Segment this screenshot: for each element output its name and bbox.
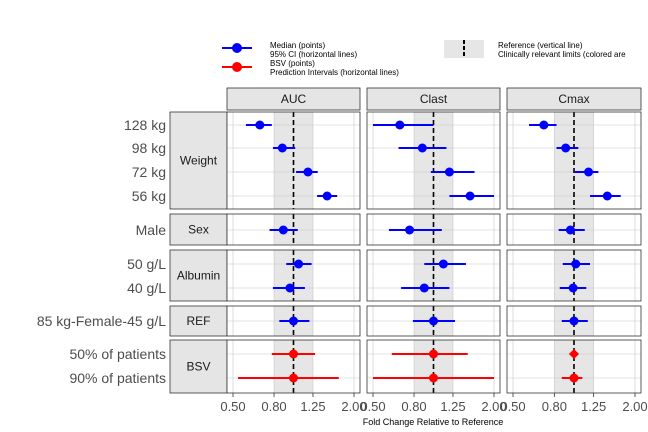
bsv-point bbox=[289, 373, 298, 383]
median-point bbox=[429, 316, 438, 326]
x-tick-label: 2.00 bbox=[481, 399, 506, 414]
x-tick-label: 2.00 bbox=[622, 399, 647, 414]
group-strip-bsv bbox=[169, 339, 228, 394]
legend-median-label: Median (points) bbox=[270, 41, 325, 50]
median-point bbox=[294, 259, 304, 269]
median-point bbox=[417, 143, 427, 153]
legend-median-key bbox=[222, 43, 252, 53]
legend: Median (points) 95% CI (horizontal lines… bbox=[222, 40, 626, 77]
row-label: 98 kg bbox=[132, 140, 166, 156]
group-label: REF bbox=[187, 314, 211, 328]
row-label: 72 kg bbox=[132, 164, 166, 180]
legend-bsv-label: BSV (points) bbox=[270, 59, 315, 68]
median-point bbox=[277, 143, 287, 153]
legend-ci-label: 95% CI (horizontal lines) bbox=[270, 50, 357, 59]
x-tick-label: 0.80 bbox=[542, 399, 567, 414]
median-point bbox=[569, 316, 579, 326]
bsv-point bbox=[289, 349, 298, 359]
median-point bbox=[322, 191, 332, 201]
row-label: 85 kg-Female-45 g/L bbox=[37, 313, 166, 329]
median-point bbox=[602, 191, 612, 201]
panel-strip-clast bbox=[366, 87, 501, 111]
row-label: 128 kg bbox=[124, 117, 166, 133]
panel-cell-border bbox=[506, 111, 642, 210]
row-label: 50% of patients bbox=[69, 346, 166, 362]
median-point bbox=[444, 167, 454, 177]
median-point bbox=[303, 167, 313, 177]
x-tick-label: 0.80 bbox=[401, 399, 426, 414]
row-label: 50 g/L bbox=[127, 256, 166, 272]
x-tick-label: 1.25 bbox=[440, 399, 465, 414]
panel-strip-auc bbox=[226, 87, 361, 111]
x-axis-title: Fold Change Relative to Reference bbox=[363, 417, 504, 427]
legend-limits-label: Clinically relevant limits (colored are bbox=[498, 50, 626, 59]
plot-area: Weight 128 kg 98 kg 72 kg 56 kg Sex Male Albumi… bbox=[37, 87, 648, 414]
panel-cell-border bbox=[226, 339, 361, 394]
x-tick-label: 0.50 bbox=[360, 399, 385, 414]
panel-title: AUC bbox=[281, 92, 307, 106]
x-tick-label: 1.25 bbox=[581, 399, 606, 414]
bsv-point bbox=[429, 349, 438, 359]
panel-cell-border bbox=[366, 249, 501, 302]
panel-title: Clast bbox=[420, 92, 448, 106]
row-label: Male bbox=[136, 222, 167, 238]
x-tick-label: 1.25 bbox=[300, 399, 325, 414]
group-label: Albumin bbox=[177, 269, 220, 283]
median-point bbox=[278, 225, 288, 235]
bsv-point bbox=[569, 373, 579, 383]
panel-cell-border bbox=[226, 213, 361, 246]
median-point bbox=[539, 120, 549, 130]
median-point bbox=[285, 283, 295, 293]
median-point bbox=[565, 225, 575, 235]
panel-cell-border bbox=[506, 305, 642, 337]
legend-reference-key bbox=[444, 40, 484, 58]
legend-pi-label: Prediction Intervals (horizontal lines) bbox=[270, 68, 399, 77]
median-point bbox=[568, 283, 578, 293]
row-label: 56 kg bbox=[132, 188, 166, 204]
row-label: 90% of patients bbox=[69, 370, 166, 386]
median-point bbox=[561, 143, 571, 153]
legend-bsv-key bbox=[222, 62, 252, 72]
bsv-point bbox=[429, 373, 438, 383]
panel-cell-border bbox=[506, 249, 642, 302]
bsv-point bbox=[569, 349, 579, 359]
median-point bbox=[584, 167, 594, 177]
row-label: 40 g/L bbox=[127, 280, 166, 296]
panel-strip-cmax bbox=[506, 87, 642, 111]
group-label: Sex bbox=[188, 223, 209, 237]
x-tick-label: 0.50 bbox=[500, 399, 525, 414]
median-point bbox=[289, 316, 298, 326]
panel-cell-border bbox=[506, 339, 642, 394]
panel-cell-border bbox=[226, 249, 361, 302]
x-tick-label: 2.00 bbox=[341, 399, 366, 414]
median-point bbox=[465, 191, 475, 201]
group-strip-albumin bbox=[169, 249, 228, 302]
median-point bbox=[395, 120, 405, 130]
median-point bbox=[438, 259, 448, 269]
legend-reference-label: Reference (vertical line) bbox=[498, 41, 583, 50]
panel-cell-border bbox=[366, 111, 501, 210]
panel-cell-border bbox=[226, 305, 361, 337]
median-point bbox=[255, 120, 265, 130]
panel-cell-border bbox=[506, 213, 642, 246]
x-tick-label: 0.50 bbox=[220, 399, 245, 414]
median-point bbox=[405, 225, 415, 235]
group-label: BSV bbox=[186, 360, 210, 374]
median-point bbox=[571, 259, 581, 269]
group-label: Weight bbox=[180, 154, 218, 168]
median-point bbox=[419, 283, 429, 293]
group-strip-weight bbox=[169, 111, 228, 210]
x-tick-label: 0.80 bbox=[261, 399, 286, 414]
panel-title: Cmax bbox=[558, 92, 589, 106]
panel-cell-border bbox=[366, 339, 501, 394]
panel-cell-border bbox=[366, 213, 501, 246]
panel-cell-border bbox=[226, 111, 361, 210]
group-strip-ref bbox=[169, 305, 228, 337]
panel-cell-border bbox=[366, 305, 501, 337]
